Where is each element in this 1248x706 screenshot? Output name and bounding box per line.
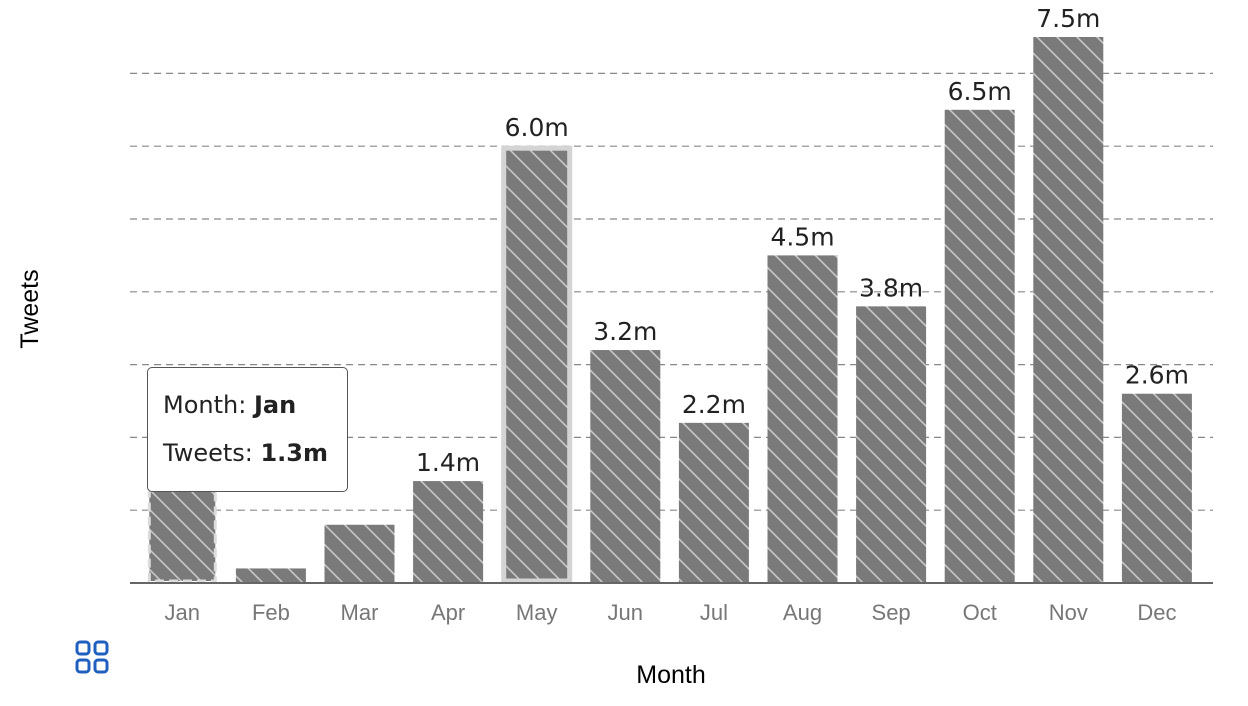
bar-feb[interactable]	[235, 568, 306, 583]
data-labels: 1.4m 6.0m 3.2m 2.2m 4.5m 3.8m 6.5m 7.5m 2.6m	[416, 4, 1189, 477]
x-axis-title: Month	[636, 661, 705, 689]
tooltip-tweets-key: Tweets:	[163, 439, 261, 467]
tooltip: Month: Jan Tweets: 1.3m	[147, 367, 348, 492]
grid-view-icon[interactable]	[75, 640, 109, 674]
tooltip-month-key: Month:	[163, 391, 254, 419]
x-tick-oct: Oct	[963, 600, 997, 625]
data-label-oct: 6.5m	[948, 77, 1012, 106]
bar-jan[interactable]	[147, 486, 217, 583]
bars	[147, 37, 1192, 584]
x-tick-jun: Jun	[608, 600, 643, 625]
tooltip-tweets-value: 1.3m	[260, 439, 329, 467]
x-tick-aug: Aug	[783, 600, 822, 625]
x-tick-jul: Jul	[700, 600, 728, 625]
x-tick-may: May	[516, 600, 558, 625]
data-label-dec: 2.6m	[1125, 361, 1189, 390]
data-label-aug: 4.5m	[770, 222, 834, 251]
tooltip-tweets-row: Tweets: 1.3m	[163, 438, 347, 486]
tooltip-month-row: Month: Jan	[163, 390, 347, 438]
bar-dec[interactable]	[1121, 393, 1192, 583]
x-tick-jan: Jan	[165, 600, 200, 625]
x-tick-labels: Jan Feb Mar Apr May Jun Jul Aug Sep Oct Nov Dec	[165, 600, 1177, 625]
x-tick-mar: Mar	[341, 600, 379, 625]
data-label-apr: 1.4m	[416, 448, 480, 477]
tooltip-month-value: Jan	[253, 391, 297, 419]
bar-mar[interactable]	[324, 524, 395, 583]
bar-may[interactable]	[501, 145, 573, 584]
bar-apr[interactable]	[413, 481, 484, 583]
x-tick-dec: Dec	[1137, 600, 1176, 625]
data-label-sep: 3.8m	[859, 273, 923, 302]
bar-aug[interactable]	[767, 255, 838, 583]
x-tick-nov: Nov	[1049, 600, 1088, 625]
x-tick-sep: Sep	[872, 600, 911, 625]
bar-jun[interactable]	[590, 350, 661, 583]
data-label-jul: 2.2m	[682, 390, 746, 419]
bar-nov[interactable]	[1033, 37, 1104, 583]
bar-oct[interactable]	[944, 109, 1015, 584]
bar-jul[interactable]	[678, 422, 749, 583]
bar-sep[interactable]	[856, 306, 927, 583]
data-label-nov: 7.5m	[1036, 4, 1100, 33]
x-tick-apr: Apr	[431, 600, 465, 625]
y-axis-title: Tweets	[16, 269, 44, 348]
data-label-may: 6.0m	[505, 113, 569, 142]
x-tick-feb: Feb	[252, 600, 290, 625]
data-label-jun: 3.2m	[593, 317, 657, 346]
